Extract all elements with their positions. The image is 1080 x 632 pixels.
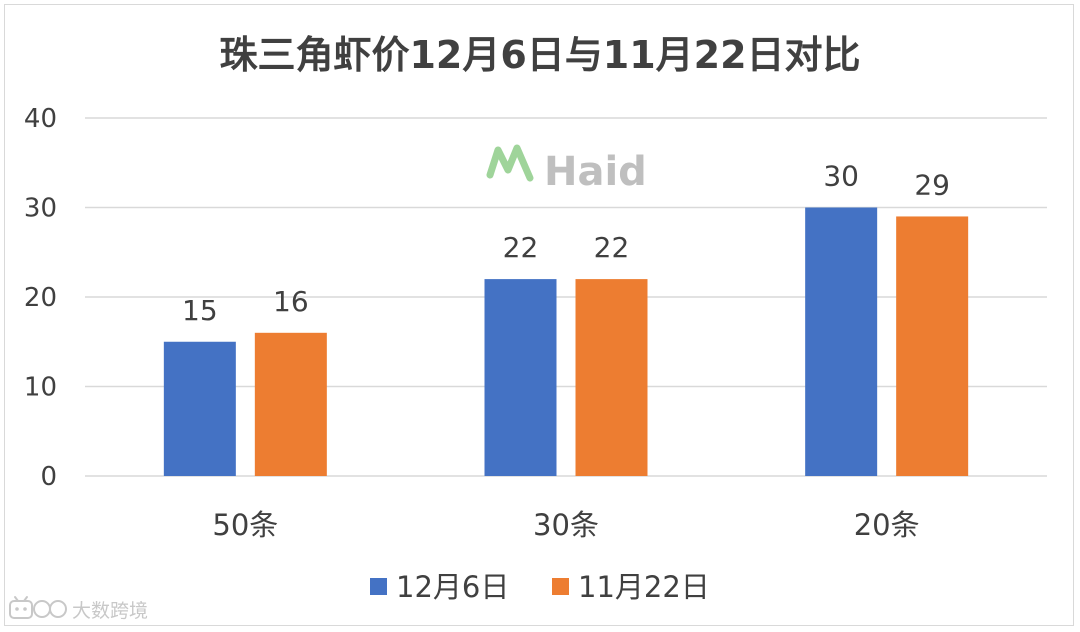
legend-swatch: [370, 578, 387, 595]
bar-nov22: [896, 216, 969, 476]
legend-swatch: [552, 578, 569, 595]
x-category-label: 20条: [854, 508, 920, 542]
bilibili-icon: [9, 596, 67, 619]
chart-title: 珠三角虾价12月6日与11月22日对比: [219, 33, 860, 77]
y-tick-label: 10: [24, 373, 57, 403]
y-axis-ticks: 0 10 20 30 40: [24, 104, 57, 492]
bar-dec6: [484, 279, 557, 476]
x-category-label: 30条: [533, 508, 599, 542]
y-tick-label: 20: [24, 283, 57, 313]
watermark-text: 大数跨境: [72, 600, 148, 622]
y-tick-label: 0: [40, 462, 57, 492]
legend-label: 11月22日: [578, 570, 710, 604]
haid-logo: Haid: [481, 130, 647, 195]
data-label: 22: [594, 231, 630, 264]
bar-dec6: [805, 207, 878, 476]
bar-nov22: [575, 279, 648, 476]
gridlines: [85, 117, 1047, 477]
legend-label: 12月6日: [396, 570, 509, 604]
haid-logo-text: Haid: [544, 149, 647, 195]
haid-logo-icon: [481, 130, 534, 189]
x-category-label: 50条: [212, 508, 278, 542]
legend: 12月6日 11月22日: [370, 570, 710, 604]
data-labels: 15 16 22 22 30 29: [182, 160, 950, 327]
data-label: 15: [182, 294, 218, 327]
data-label: 22: [503, 231, 539, 264]
y-tick-label: 30: [24, 194, 57, 224]
bars: [163, 207, 969, 476]
data-label: 16: [273, 285, 309, 318]
data-label: 30: [823, 160, 859, 193]
data-label: 29: [914, 168, 950, 201]
bar-dec6: [163, 341, 236, 476]
y-tick-label: 40: [24, 104, 57, 134]
x-axis-categories: 50条 30条 20条: [212, 508, 919, 542]
bar-nov22: [254, 332, 327, 476]
corner-watermark: 大数跨境: [9, 596, 148, 622]
